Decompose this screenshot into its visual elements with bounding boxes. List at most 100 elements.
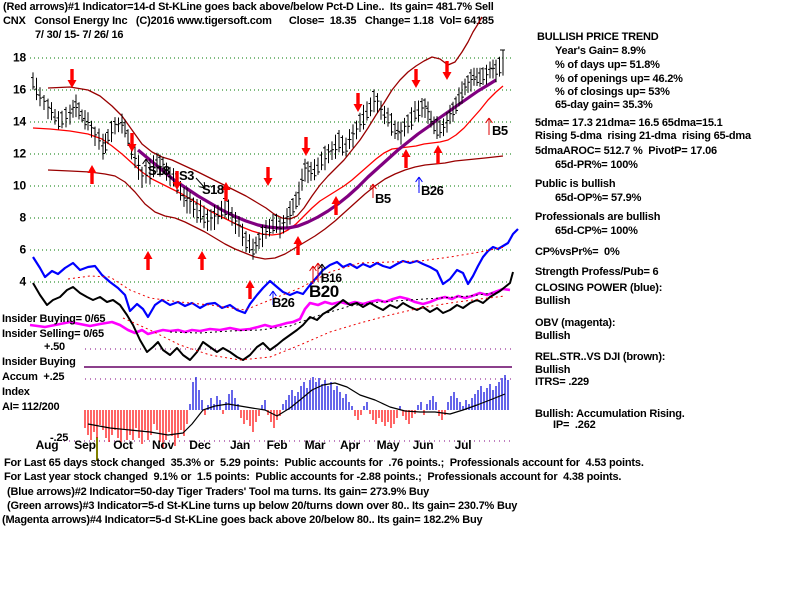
panel-line: 65d-OP%= 57.9% bbox=[555, 192, 642, 204]
panel-line: CLOSING POWER (blue): bbox=[535, 282, 663, 294]
thin-arrow-head bbox=[269, 290, 274, 297]
month-label-mar: Mar bbox=[304, 438, 326, 452]
month-label-may: May bbox=[376, 438, 400, 452]
month-label-feb: Feb bbox=[266, 438, 288, 452]
sell-arrow-icon bbox=[172, 171, 182, 190]
thin-arrow-head bbox=[312, 265, 317, 272]
panel-line: ITRS= .229 bbox=[535, 376, 589, 388]
sell-arrow-icon bbox=[127, 133, 137, 152]
ytick-label-8: 8 bbox=[19, 210, 27, 225]
dotted-black-line bbox=[169, 291, 501, 334]
date-range-line: 7/ 30/ 15- 7/ 26/ 16 bbox=[35, 29, 124, 41]
buy-arrow-icon bbox=[331, 196, 341, 215]
buy-arrow-icon bbox=[221, 182, 231, 201]
overlay-label: Insider Buying bbox=[2, 356, 76, 368]
overlay-label: Insider Selling= 0/65 bbox=[2, 328, 104, 340]
month-label-jun: Jun bbox=[412, 438, 434, 452]
buy-arrow-icon bbox=[293, 236, 303, 255]
signal-label-s3: S3 bbox=[179, 168, 194, 183]
ytick-label-14: 14 bbox=[13, 114, 26, 129]
month-label-jul: Jul bbox=[454, 438, 472, 452]
panel-line: % of days up= 51.8% bbox=[555, 59, 660, 71]
panel-line: Bullish bbox=[535, 364, 571, 376]
thin-arrow-head bbox=[203, 181, 206, 189]
thin-arrow-head bbox=[485, 117, 490, 124]
signal-label-s18: S18 bbox=[202, 182, 224, 197]
thin-arrow-head bbox=[372, 183, 377, 190]
panel-line: Public is bullish bbox=[535, 178, 616, 190]
signal-label-b5: B5 bbox=[375, 191, 391, 206]
sell-arrow-icon bbox=[67, 69, 77, 88]
sell-arrow-icon bbox=[301, 137, 311, 156]
65dma-line bbox=[136, 78, 497, 230]
buy-arrow-icon bbox=[245, 280, 255, 299]
ytick-label-6: 6 bbox=[19, 242, 27, 257]
ai-ma-line bbox=[87, 382, 506, 436]
overlay-label: +.50 bbox=[44, 341, 65, 353]
ytick-label-18: 18 bbox=[13, 50, 26, 65]
month-label-nov: Nov bbox=[151, 438, 175, 452]
21dma-line bbox=[32, 85, 504, 236]
panel-line: Bullish: Accumulation Rising. bbox=[535, 408, 685, 420]
month-label-oct: Oct bbox=[113, 438, 133, 452]
panel-line: CP%vsPr%= 0% bbox=[535, 246, 620, 258]
panel-line: 65d-CP%= 100% bbox=[555, 225, 638, 237]
signal-label-b26: B26 bbox=[421, 183, 444, 198]
bottom-line: (Blue arrows)#2 Indicator=50-day Tiger T… bbox=[7, 486, 430, 498]
ytick-label-16: 16 bbox=[13, 82, 26, 97]
buy-arrow-icon bbox=[401, 149, 411, 168]
buy-arrow-icon bbox=[87, 165, 97, 184]
ytick-label-10: 10 bbox=[13, 178, 26, 193]
panel-line: % of closings up= 53% bbox=[555, 86, 670, 98]
thin-arrow-head bbox=[488, 117, 493, 124]
thin-arrow-icon bbox=[195, 177, 206, 189]
indicator-title-line: (Red arrows)#1 Indicator=14-d St-KLine g… bbox=[3, 1, 494, 13]
thin-arrow-head bbox=[309, 265, 314, 272]
panel-line: 65-day gain= 35.3% bbox=[555, 99, 653, 111]
month-label-aug: Aug bbox=[35, 438, 59, 452]
overlay-label: -.25 bbox=[50, 432, 69, 444]
panel-line: IP= .262 bbox=[553, 419, 596, 431]
thin-arrow-head bbox=[314, 262, 319, 269]
rel-str-line bbox=[32, 271, 514, 361]
panel-line: Bullish bbox=[535, 330, 571, 342]
panel-line: BULLISH PRICE TREND bbox=[537, 31, 659, 43]
thin-arrow-head bbox=[272, 290, 277, 297]
month-label-jan: Jan bbox=[229, 438, 251, 452]
panel-line: OBV (magenta): bbox=[535, 317, 616, 329]
thin-arrow-head bbox=[199, 186, 206, 189]
buy-arrow-icon bbox=[197, 251, 207, 270]
obv-line bbox=[29, 287, 511, 336]
buy-arrow-icon bbox=[143, 251, 153, 270]
month-label-dec: Dec bbox=[189, 438, 211, 452]
bottom-line: For Last 65 days stock changed 35.3% or … bbox=[4, 457, 644, 469]
overlay-label: Accum +.25 bbox=[2, 371, 65, 383]
month-label-sep: Sep bbox=[74, 438, 96, 452]
overlay-label: AI= 112/200 bbox=[2, 401, 60, 413]
ytick-label-12: 12 bbox=[13, 146, 26, 161]
panel-line: Strength Profess/Pub= 6 bbox=[535, 266, 659, 278]
panel-line: 5dma= 17.3 21dma= 16.5 65dma=15.1 bbox=[535, 117, 723, 129]
thin-arrow-head bbox=[369, 183, 374, 190]
thin-arrow-head bbox=[145, 158, 150, 165]
month-label-apr: Apr bbox=[339, 438, 361, 452]
bottom-line: For Last year stock changed 9.1% or 1.5 … bbox=[4, 471, 622, 483]
panel-line: % of openings up= 46.2% bbox=[555, 73, 683, 85]
buy-arrow-icon bbox=[433, 145, 443, 164]
panel-line: Year's Gain= 8.9% bbox=[555, 45, 646, 57]
panel-line: REL.STR..VS DJI (brown): bbox=[535, 351, 666, 363]
symbol-quote-line: CNX Consol Energy Inc (C)2016 www.tigers… bbox=[3, 15, 494, 27]
signal-label-b16: B16 bbox=[321, 271, 342, 285]
signal-label-s18: S18 bbox=[148, 163, 170, 178]
panel-line: Bullish bbox=[535, 295, 571, 307]
thin-arrow-head bbox=[418, 176, 423, 183]
thin-arrow-head bbox=[415, 176, 420, 183]
ytick-label-4: 4 bbox=[19, 274, 27, 289]
signal-label-b5: B5 bbox=[492, 123, 508, 138]
sell-arrow-icon bbox=[411, 69, 421, 88]
overlay-label: Insider Buying= 0/65 bbox=[2, 313, 106, 325]
sell-arrow-icon bbox=[263, 167, 273, 186]
lower-band-line bbox=[47, 155, 504, 260]
